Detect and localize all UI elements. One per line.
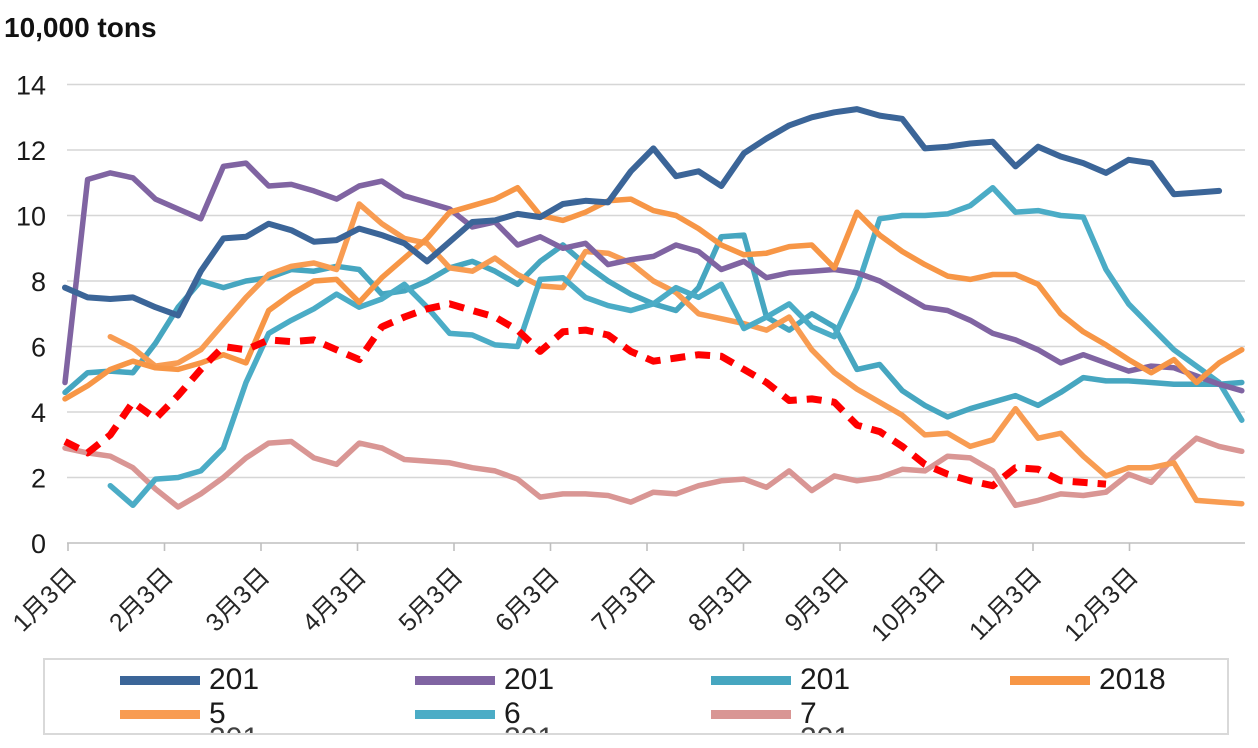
y-axis-tick-label: 0 [31,529,46,559]
legend-label: 201 [209,663,260,696]
legend-swatch [711,675,791,685]
x-axis-tick-label: 5月3日 [393,562,468,637]
legend-swatch [120,675,200,685]
legend-clipped-label: 201 [800,722,850,733]
legend-item: 201 [120,664,259,696]
legend-label: 201 [504,663,555,696]
legend-clipped-label: 201 [504,722,554,733]
series-teal-b-line [107,184,1245,509]
legend-label: 2018 [1099,663,1166,696]
legend-item: 7 [711,698,817,730]
x-axis-tick-label: 4月3日 [297,562,372,637]
x-axis-tick-label: 6月3日 [490,562,565,637]
series-orange-2018-line [62,184,1245,402]
legend-swatch [120,709,200,719]
y-axis-tick-label: 2 [31,464,46,494]
series-orange-light-line [107,201,1245,507]
y-axis-tick-label: 4 [31,398,46,428]
legend-label: 7 [800,697,817,730]
legend-item: 6 [415,698,521,730]
legend-label: 201 [800,663,851,696]
x-axis-tick-label: 2月3日 [104,562,179,637]
legend-item: 5 [120,698,226,730]
legend-item: 2018 [1010,664,1166,696]
chart-title: 10,000 tons [4,12,157,43]
legend-swatch [415,709,495,719]
y-axis-tick-label: 12 [16,136,46,166]
x-axis-tick-label: 12月3日 [1059,562,1144,647]
legend-swatch [415,675,495,685]
x-axis-tick-label: 1月3日 [7,562,82,637]
y-axis-tick-label: 10 [16,202,46,232]
x-axis-tick-label: 3月3日 [200,562,275,637]
legend-label: 6 [504,697,521,730]
legend-inner: 2012012012018567201201201 [45,660,1227,733]
legend-item: 201 [415,664,554,696]
legend-clipped-label: 201 [209,722,259,733]
series-red-dashed-line [63,300,1107,490]
legend-label: 5 [209,697,226,730]
series-pink-line [62,435,1245,510]
legend-item: 201 [711,664,850,696]
series-purple-line [62,160,1245,394]
x-axis-tick-label: 7月3日 [586,562,661,637]
legend-swatch [711,709,791,719]
x-axis-tick-label: 10月3日 [866,562,951,647]
y-axis-tick-label: 14 [16,71,46,101]
legend-swatch [1010,675,1090,685]
x-axis-tick-label: 8月3日 [683,562,758,637]
plot-area: 0 2 4 6 8 10 12 14 1月3日 2月3日 3月3日 4月3日 5月3日 6月3日 7月3日 8… [7,71,1245,647]
x-axis-tick-label: 9月3日 [779,562,854,637]
legend-box: 2012012012018567201201201 [43,658,1229,735]
y-axis-tick-label: 8 [31,267,46,297]
y-axis-tick-label: 6 [31,333,46,363]
x-axis-tick-label: 11月3日 [964,562,1047,645]
series-navy-line [62,106,1223,319]
